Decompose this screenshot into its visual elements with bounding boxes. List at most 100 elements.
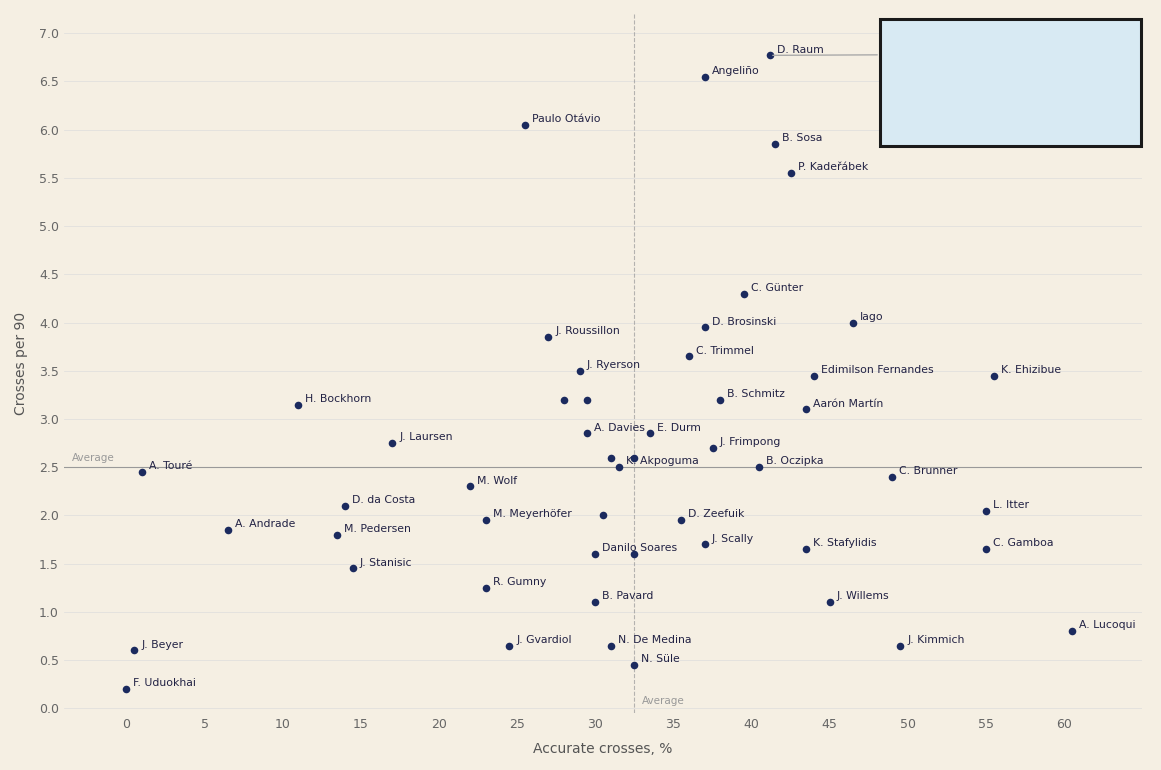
Point	[625, 547, 643, 560]
Point	[218, 524, 237, 536]
Point	[695, 70, 714, 82]
Point	[735, 287, 753, 300]
Text: L. Itter: L. Itter	[993, 500, 1029, 510]
Point	[704, 442, 722, 454]
Text: J. Willems: J. Willems	[837, 591, 889, 601]
Point	[601, 451, 620, 464]
Point	[711, 393, 729, 406]
Text: K. Akpoguma: K. Akpoguma	[626, 457, 699, 467]
Point	[539, 331, 557, 343]
Text: K. Stafylidis: K. Stafylidis	[813, 538, 877, 548]
Point	[760, 49, 779, 62]
Point	[336, 500, 354, 512]
Point	[680, 350, 699, 363]
Text: N. Süle: N. Süle	[641, 654, 680, 665]
Point	[695, 321, 714, 333]
Point	[750, 461, 769, 474]
Point	[586, 547, 605, 560]
Point	[985, 370, 1003, 382]
Text: J. Roussillon: J. Roussillon	[555, 326, 620, 336]
Point	[625, 659, 643, 671]
Point	[117, 683, 136, 695]
Text: J. Beyer: J. Beyer	[142, 640, 183, 650]
Text: D. Raum: D. Raum	[777, 45, 824, 55]
Text: K. Ehizibue: K. Ehizibue	[1001, 365, 1061, 375]
Text: N. De Medina: N. De Medina	[618, 634, 691, 644]
Text: Average: Average	[72, 454, 115, 464]
Text: M. Meyerhöfer: M. Meyerhöfer	[492, 510, 571, 520]
Text: C. Brunner: C. Brunner	[900, 466, 958, 476]
Text: R. Gumny: R. Gumny	[492, 577, 546, 587]
Text: J. Frimpong: J. Frimpong	[720, 437, 781, 447]
Text: C. Trimmel: C. Trimmel	[695, 346, 753, 356]
Text: Iago: Iago	[860, 312, 884, 322]
Text: C. Günter: C. Günter	[751, 283, 803, 293]
Point	[805, 370, 823, 382]
Point	[796, 543, 815, 555]
Text: Angeliño: Angeliño	[712, 65, 759, 75]
Text: P. Kadeřábek: P. Kadeřábek	[798, 162, 868, 172]
Point	[625, 451, 643, 464]
Text: A. Touré: A. Touré	[149, 461, 193, 471]
Point	[578, 393, 597, 406]
Point	[890, 639, 909, 651]
Text: M. Pedersen: M. Pedersen	[345, 524, 411, 534]
Point	[781, 167, 800, 179]
Point	[555, 393, 574, 406]
Text: A. Lucoqui: A. Lucoqui	[1079, 621, 1135, 631]
Point	[132, 466, 151, 478]
Text: B. Schmitz: B. Schmitz	[727, 389, 785, 399]
Text: B. Sosa: B. Sosa	[783, 133, 822, 143]
Text: 6.770: 6.770	[1005, 117, 1045, 130]
Point	[695, 538, 714, 551]
X-axis label: Accurate crosses, %: Accurate crosses, %	[533, 742, 672, 756]
Point	[593, 509, 612, 521]
Point	[672, 514, 691, 527]
Text: D. Zeefuik: D. Zeefuik	[688, 510, 744, 520]
Point	[570, 364, 589, 377]
Point	[884, 470, 902, 483]
Text: M. Wolf: M. Wolf	[477, 476, 518, 486]
Point	[289, 398, 308, 410]
Text: D. Raum: D. Raum	[959, 33, 1023, 46]
Point	[125, 644, 144, 657]
Point	[476, 581, 495, 594]
Text: 41.18: 41.18	[892, 88, 953, 107]
Point	[329, 528, 347, 541]
Text: D. da Costa: D. da Costa	[352, 495, 416, 505]
Text: B. Oczipka: B. Oczipka	[766, 457, 824, 467]
Point	[515, 119, 534, 131]
Point	[610, 461, 628, 474]
Text: E. Durm: E. Durm	[657, 423, 701, 433]
Text: F. Uduokhai: F. Uduokhai	[134, 678, 196, 688]
Point	[641, 427, 659, 440]
Point	[976, 504, 995, 517]
Point	[1062, 625, 1081, 638]
Text: Danilo Soares: Danilo Soares	[603, 543, 677, 553]
Text: J. Laursen: J. Laursen	[399, 432, 453, 442]
Text: Average: Average	[642, 696, 685, 706]
Text: Aarón Martín: Aarón Martín	[813, 399, 884, 409]
Text: Crosses per 90:: Crosses per 90:	[892, 117, 993, 130]
Point	[844, 316, 863, 329]
Point	[586, 596, 605, 608]
Text: Paulo Otávio: Paulo Otávio	[532, 114, 600, 124]
Point	[476, 514, 495, 527]
Text: A. Davies: A. Davies	[594, 423, 646, 433]
Text: J. Scally: J. Scally	[712, 534, 753, 544]
Y-axis label: Crosses per 90: Crosses per 90	[14, 312, 28, 415]
Text: C. Gamboa: C. Gamboa	[993, 538, 1053, 548]
Text: B. Pavard: B. Pavard	[603, 591, 654, 601]
Text: Edimilson Fernandes: Edimilson Fernandes	[821, 365, 933, 375]
Point	[601, 639, 620, 651]
Text: H. Bockhorn: H. Bockhorn	[305, 393, 372, 403]
Text: J. Kimmich: J. Kimmich	[907, 634, 965, 644]
Point	[796, 403, 815, 416]
Text: Accurate crosses, %:: Accurate crosses, %:	[892, 61, 1023, 74]
Text: J. Stanisic: J. Stanisic	[360, 557, 412, 567]
Point	[344, 562, 362, 574]
Point	[766, 138, 785, 150]
Text: Player:: Player:	[892, 33, 942, 46]
Text: J. Gvardiol: J. Gvardiol	[517, 634, 571, 644]
Point	[500, 639, 519, 651]
